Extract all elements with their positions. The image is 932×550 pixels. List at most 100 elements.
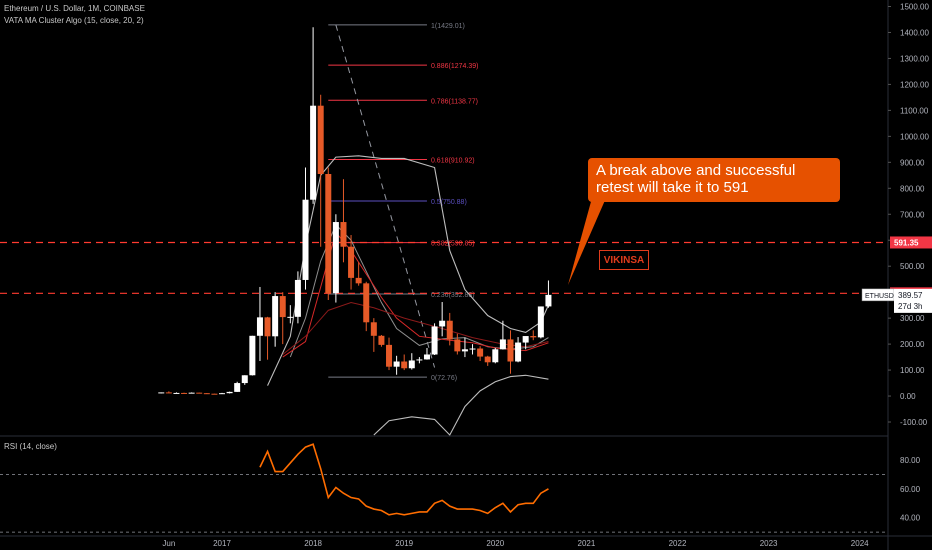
candle xyxy=(173,392,180,394)
trend-line xyxy=(335,24,436,368)
candle-body xyxy=(173,392,180,394)
candle xyxy=(378,335,385,347)
candle xyxy=(188,392,195,394)
candle xyxy=(386,337,393,371)
fib-level-label: 1(1429.01) xyxy=(431,23,465,30)
rsi-pane: 40.00 60.00 80.00 xyxy=(0,443,921,533)
candle xyxy=(545,280,552,308)
vata-lower-band xyxy=(373,374,549,436)
candle xyxy=(461,337,468,358)
time-tick-label: 2017 xyxy=(213,539,231,548)
price-tick-label: 100.00 xyxy=(900,366,925,375)
vata-red-ma xyxy=(282,231,549,358)
price-tick-label: 1000.00 xyxy=(900,132,929,141)
candle-body xyxy=(332,222,339,294)
candle-body xyxy=(363,283,370,323)
fib-level-label: 0.886(1274.39) xyxy=(431,63,478,70)
candle-body xyxy=(454,339,461,352)
candle-body xyxy=(386,344,393,367)
candle-body xyxy=(302,199,309,280)
candle xyxy=(393,355,400,375)
candle xyxy=(454,333,461,355)
candle xyxy=(530,330,537,341)
candle xyxy=(287,305,294,324)
candle xyxy=(363,281,370,332)
candle-body xyxy=(469,348,476,350)
candle xyxy=(507,330,514,374)
candle-body xyxy=(370,322,377,336)
candle xyxy=(416,357,423,364)
price-tick-label: 1300.00 xyxy=(900,54,929,63)
candle-body xyxy=(477,348,484,357)
candle-body xyxy=(515,342,522,362)
candle xyxy=(431,323,438,356)
fib-level-label: 0.5(750.88) xyxy=(431,199,467,206)
vata-upper-band xyxy=(267,155,549,386)
candle-body xyxy=(348,246,355,278)
price-tick-label: 300.00 xyxy=(900,314,925,323)
candle-body xyxy=(431,326,438,355)
candle-body xyxy=(393,361,400,367)
annotation-callout[interactable]: A break above and successful retest will… xyxy=(588,158,840,202)
candle-body xyxy=(287,316,294,318)
candle-body xyxy=(507,339,514,362)
candle-body xyxy=(461,349,468,352)
indicator-title: VATA MA Cluster Algo (15, close, 20, 2) xyxy=(4,16,144,25)
callout-text: A break above and successful retest will… xyxy=(596,162,796,196)
candle-body xyxy=(423,354,430,360)
fib-level-label: 0.236(392.83) xyxy=(431,292,475,299)
time-tick-label: 2024 xyxy=(851,539,869,548)
candle xyxy=(325,167,332,300)
candle-body xyxy=(340,222,347,247)
rsi-tick-label: 40.00 xyxy=(900,514,921,523)
candle xyxy=(234,381,241,392)
candle xyxy=(537,306,544,339)
time-tick-label: 2019 xyxy=(395,539,413,548)
candle xyxy=(158,392,165,394)
candle xyxy=(203,393,210,395)
candle xyxy=(340,179,347,263)
candle xyxy=(256,286,263,361)
candle-body xyxy=(499,339,506,350)
candle-body xyxy=(158,392,165,394)
candle xyxy=(294,271,301,324)
candle-body xyxy=(188,392,195,394)
candle-body xyxy=(522,336,529,343)
candle-body xyxy=(310,105,317,200)
candle xyxy=(332,214,339,303)
candle xyxy=(196,392,203,394)
price-label-text: 591.35 xyxy=(894,238,919,247)
symbol-tag-text: ETHUSD xyxy=(865,293,894,300)
symbol-title: Ethereum / U.S. Dollar, 1M, COINBASE xyxy=(4,4,145,13)
candle-body xyxy=(325,174,332,294)
candle xyxy=(484,355,491,366)
rsi-tick-label: 80.00 xyxy=(900,456,921,465)
candle xyxy=(355,262,362,286)
price-tick-label: 1200.00 xyxy=(900,80,929,89)
candle xyxy=(264,316,271,360)
candle xyxy=(310,27,317,204)
candle-body xyxy=(264,317,271,337)
price-label-bg xyxy=(894,288,932,313)
candle-body xyxy=(219,393,225,395)
candle xyxy=(249,335,256,376)
candle-body xyxy=(294,279,301,317)
candle-body xyxy=(181,392,188,394)
price-tick-label: 800.00 xyxy=(900,184,925,193)
candle xyxy=(423,348,430,360)
candle xyxy=(348,235,355,290)
candle xyxy=(165,391,172,394)
candle xyxy=(515,337,522,363)
candle-body xyxy=(241,375,248,384)
candle xyxy=(408,353,415,370)
candle xyxy=(446,312,453,346)
candle-body xyxy=(545,294,552,307)
candle-body xyxy=(234,383,241,392)
candle-body xyxy=(272,296,279,337)
candle-body xyxy=(279,296,286,318)
author-stamp: VIKINSA xyxy=(599,250,649,270)
fib-level-label: 0.786(1138.77) xyxy=(431,98,478,105)
countdown-text: 27d 3h xyxy=(898,302,922,311)
